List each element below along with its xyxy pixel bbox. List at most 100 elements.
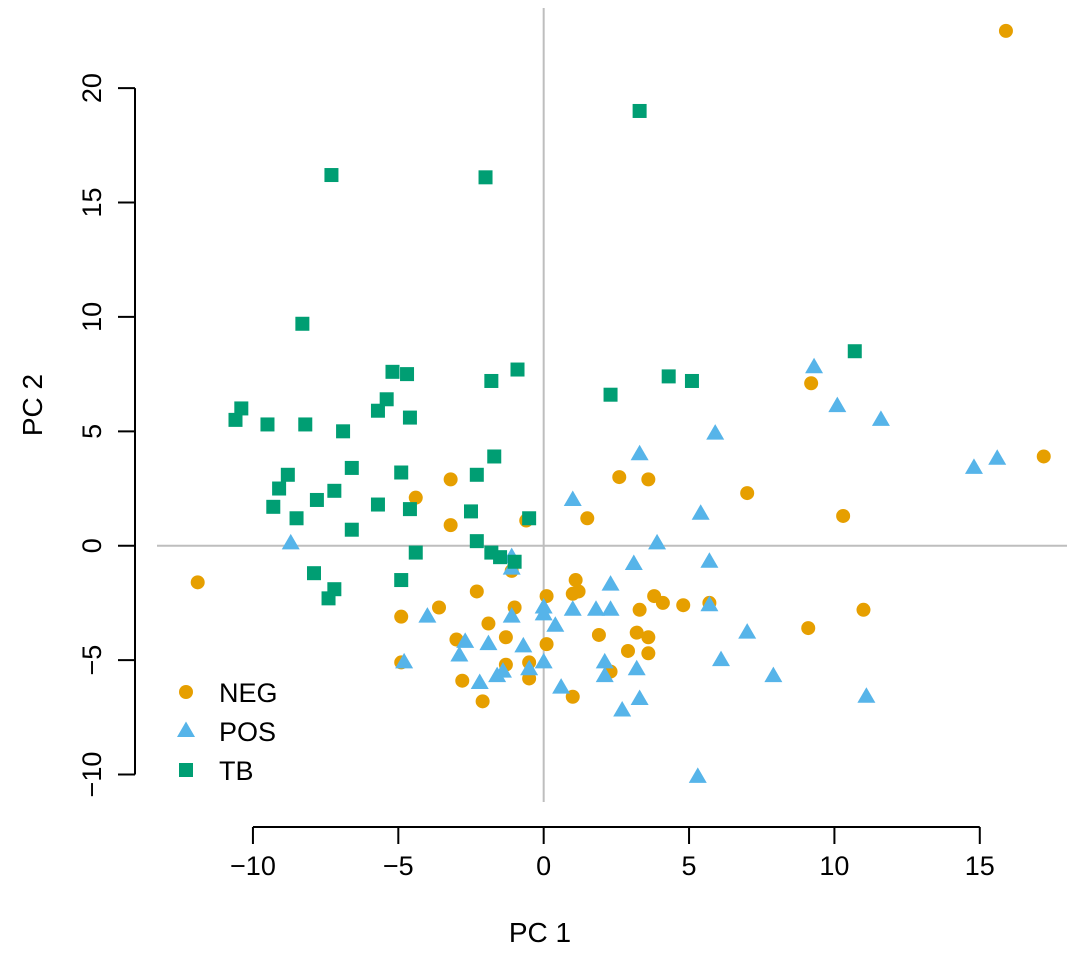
data-point-tb [661,369,676,384]
data-point-neg [394,609,409,624]
data-point-neg [455,673,470,688]
data-point-pos [281,533,300,550]
data-point-neg [443,472,458,487]
x-tick-label: −5 [383,851,414,881]
data-point-pos [470,673,489,690]
y-tick-label: 15 [77,187,107,217]
data-point-tb [487,449,502,464]
data-point-pos [624,554,643,571]
data-point-pos [546,616,565,632]
data-point-pos [563,490,582,506]
data-point-pos [857,687,876,703]
data-point-pos [700,552,719,568]
data-point-pos [988,449,1007,465]
data-point-tb [370,403,385,418]
data-point-pos [764,666,783,683]
data-point-neg [469,584,484,599]
data-point-tb [522,511,537,526]
data-point-tb [385,364,400,379]
data-point-neg [612,470,627,485]
legend-key-tb [179,763,193,777]
legend-key-pos [177,721,195,737]
y-tick-label: −10 [77,752,107,798]
legend-label-tb: TB [219,756,254,786]
data-points [190,23,1051,783]
data-point-tb [507,554,522,569]
data-point-pos [613,700,632,717]
data-point-pos [805,357,824,374]
data-point-tb [684,373,699,388]
data-point-tb [295,316,310,331]
data-point-tb [327,483,342,498]
series-tb [228,103,862,606]
y-tick-label: −5 [77,645,107,676]
y-tick-label: 0 [77,538,107,553]
data-point-pos [828,396,847,413]
data-point-pos [595,666,614,683]
legend: NEG POS TB [177,678,278,786]
y-tick-label: 10 [77,302,107,332]
data-point-pos [601,600,620,616]
data-point-tb [272,481,287,496]
data-point-pos [627,659,646,676]
data-point-pos [450,646,469,662]
x-tick-label: 10 [819,851,849,881]
data-point-tb [266,499,281,514]
data-point-neg [539,637,554,652]
x-tick-label: 15 [965,851,995,881]
data-point-tb [344,522,359,537]
data-point-tb [324,168,339,183]
data-point-tb [344,460,359,475]
data-point-neg [804,376,819,391]
data-point-pos [488,666,507,683]
data-point-pos [712,650,731,667]
data-point-neg [647,589,662,604]
data-point-tb [379,392,394,407]
data-point-tb [402,410,417,425]
data-point-neg [801,621,816,636]
data-point-neg [591,627,606,642]
data-point-pos [601,575,620,591]
data-point-neg [676,598,691,613]
data-point-pos [706,424,725,440]
data-point-pos [456,632,475,648]
data-point-tb [321,591,336,606]
y-tick-label: 5 [77,424,107,439]
data-point-pos [552,678,571,694]
data-point-tb [234,401,249,416]
data-point-tb [309,492,324,507]
data-point-tb [402,502,417,517]
data-point-tb [847,344,862,359]
data-point-neg [408,490,423,505]
data-point-tb [289,511,304,526]
data-point-pos [395,652,414,669]
reference-lines [157,8,1067,802]
data-point-neg [740,486,755,501]
y-tick-label: 20 [77,73,107,103]
data-point-neg [1036,449,1051,464]
x-tick-label: 5 [682,851,697,881]
data-point-pos [520,659,539,676]
legend-label-pos: POS [219,717,276,747]
data-point-neg [475,694,490,709]
data-point-pos [534,652,553,669]
data-point-neg [641,472,656,487]
data-point-pos [964,458,983,474]
data-point-neg [190,575,205,590]
data-point-tb [469,534,484,549]
data-point-pos [700,595,719,612]
data-point-pos [691,504,710,520]
data-point-tb [493,550,508,565]
data-point-tb [306,566,321,581]
data-point-neg [836,508,851,523]
data-point-neg [481,616,496,631]
legend-key-neg [179,685,193,699]
data-point-pos [587,600,606,616]
data-point-neg [539,589,554,604]
data-point-neg [580,511,595,526]
data-point-pos [738,623,757,639]
series-pos [281,357,1007,783]
data-point-pos [479,634,498,651]
data-point-pos [595,652,614,669]
data-point-neg [443,518,458,533]
